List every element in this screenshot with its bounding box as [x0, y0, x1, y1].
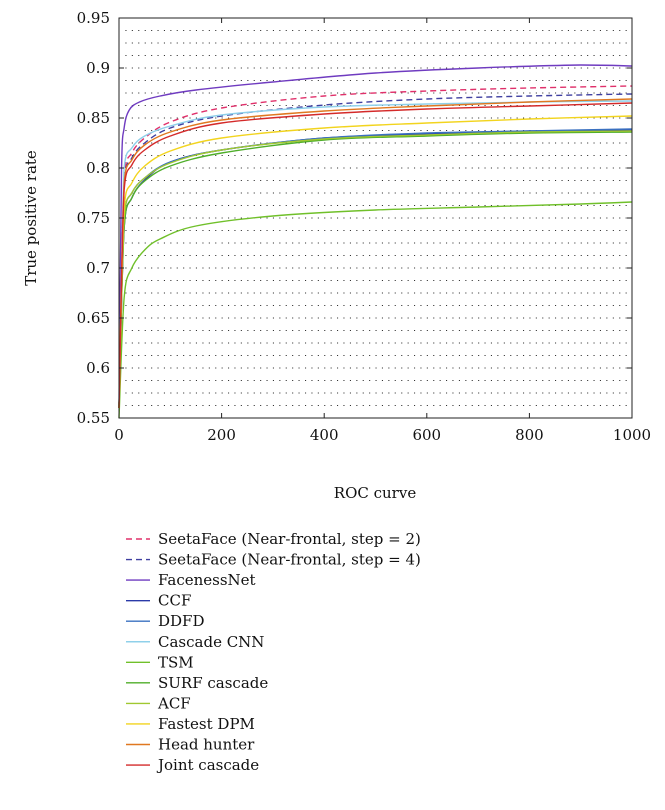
series-line-head-hunter [118, 98, 633, 409]
y-tick-label: 0.55 [77, 409, 110, 427]
legend-label: TSM [158, 653, 194, 671]
axis-ticks: 0 200 400 600 800 1000 0.55 0.6 0.65 0.7 0.75 0.8 0.… [77, 9, 652, 444]
x-tick-label: 1000 [613, 426, 651, 444]
legend-label: CCF [158, 592, 191, 610]
series-line-surf-cascade [118, 131, 633, 409]
x-tick-label: 200 [207, 426, 236, 444]
y-tick-label: 0.65 [77, 309, 110, 327]
legend-label: Fastest DPM [158, 715, 255, 733]
y-axis-title: True positive rate [22, 150, 40, 286]
legend-label: Joint cascade [156, 756, 259, 774]
x-tick-label: 400 [310, 426, 339, 444]
legend-label: Head hunter [158, 736, 255, 754]
legend-label: SeetaFace (Near-frontal, step = 4) [158, 551, 421, 569]
legend-label: SURF cascade [158, 674, 268, 692]
legend-label: Cascade CNN [158, 633, 264, 651]
legend: SeetaFace (Near-frontal, step = 2) SeetaF… [126, 530, 421, 774]
legend-label: ACF [157, 694, 191, 712]
legend-label: FacenessNet [158, 571, 256, 589]
series-line-seetaface-near-frontal-step-4 [118, 93, 633, 409]
y-tick-label: 0.95 [77, 9, 110, 27]
series-line-ccf [118, 129, 633, 409]
series-lines [118, 64, 633, 419]
x-tick-label: 800 [515, 426, 544, 444]
x-tick-label: 0 [114, 426, 124, 444]
series-line-acf [118, 130, 633, 409]
legend-label: DDFD [158, 612, 205, 630]
y-tick-label: 0.9 [86, 59, 110, 77]
series-line-fastest-dpm [118, 115, 633, 409]
y-tick-label: 0.7 [86, 259, 110, 277]
series-line-tsm [118, 201, 633, 419]
legend-label: SeetaFace (Near-frontal, step = 2) [158, 530, 421, 548]
x-tick-label: 600 [412, 426, 441, 444]
y-tick-label: 0.75 [77, 209, 110, 227]
grid-dots [125, 29, 627, 407]
series-line-facenessnet [118, 64, 633, 409]
series-line-joint-cascade [118, 102, 633, 409]
y-tick-label: 0.8 [86, 159, 110, 177]
series-line-cascade-cnn [118, 100, 633, 409]
grid-dot-pattern [125, 29, 627, 407]
y-tick-label: 0.6 [86, 359, 110, 377]
y-tick-label: 0.85 [77, 109, 110, 127]
x-axis-title: ROC curve [334, 484, 417, 502]
